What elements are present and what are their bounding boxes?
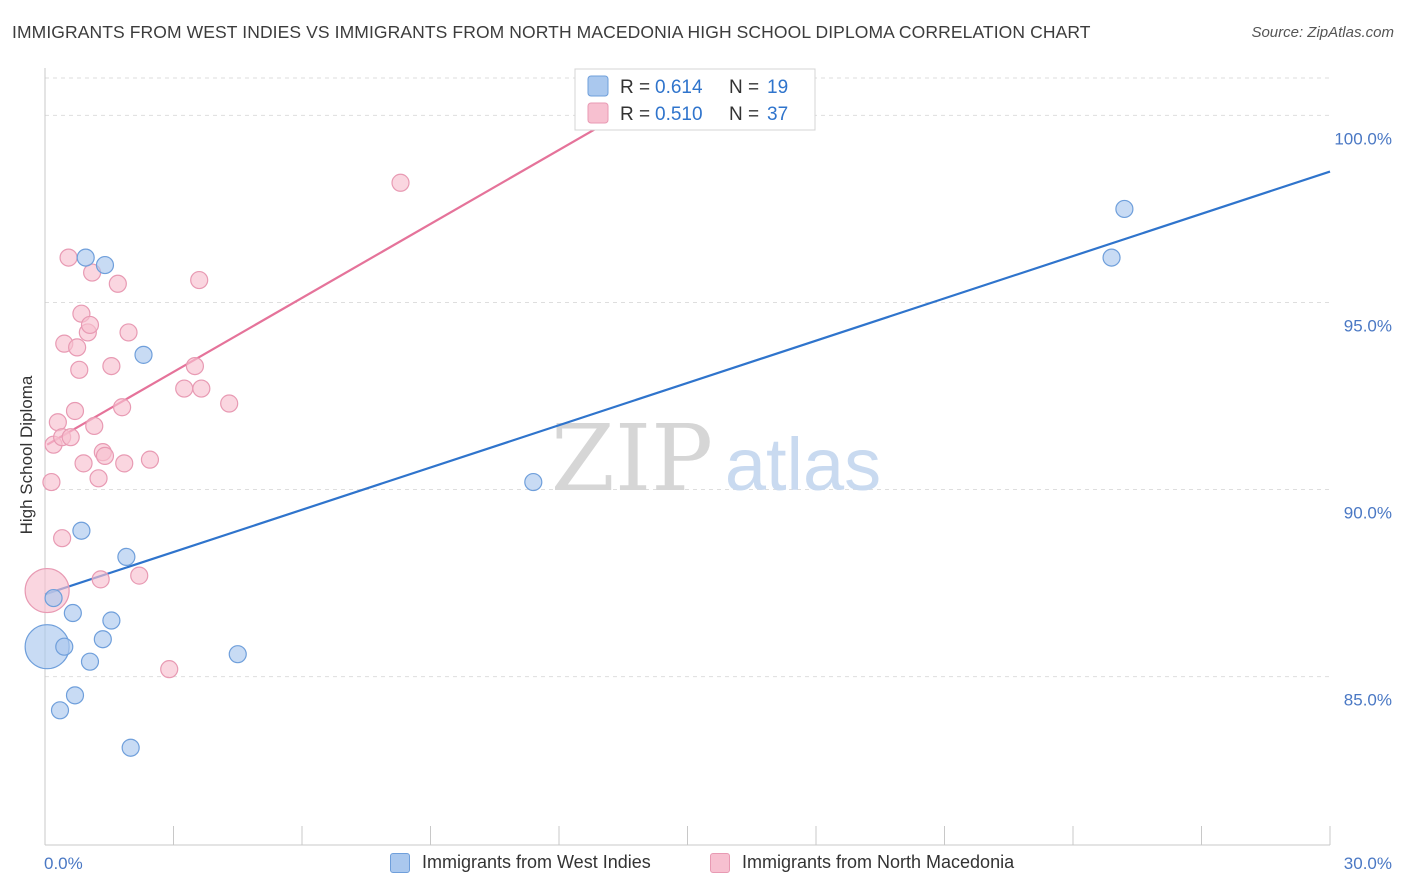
point-west-indies [117, 547, 136, 567]
point-west-indies [55, 637, 74, 656]
trend-line-west-indies [44, 170, 1331, 596]
series-name-north-macedonia: Immigrants from North Macedonia [742, 852, 1015, 872]
legend: R = 0.614 N = 19 R = 0.510 N = 37 [574, 68, 816, 131]
point-north-macedonia [74, 454, 93, 473]
watermark: ZIP atlas [551, 405, 881, 512]
series-legend-item-north-macedonia[interactable]: Immigrants from North Macedonia [710, 852, 1014, 873]
point-west-indies [1115, 199, 1134, 219]
x-tick-label-left: 0.0% [44, 854, 83, 873]
legend-box [574, 68, 816, 131]
point-north-macedonia [140, 450, 160, 469]
data-points [24, 106, 1134, 757]
point-west-indies [63, 603, 82, 623]
point-west-indies [524, 472, 543, 492]
point-north-macedonia [160, 660, 179, 679]
point-west-indies [134, 345, 153, 364]
x-tick-label-right: 30.0% [1344, 854, 1392, 873]
legend-n-label-1: N = [729, 77, 759, 98]
series-legend: Immigrants from West Indies Immigrants f… [0, 852, 1406, 878]
point-north-macedonia [220, 394, 239, 413]
point-west-indies [1102, 248, 1121, 267]
series-name-west-indies: Immigrants from West Indies [422, 852, 651, 872]
point-west-indies [93, 630, 112, 649]
tick-labels: 85.0% 90.0% 95.0% 100.0% 0.0% 30.0% [44, 129, 1392, 873]
legend-swatch-west-indies [587, 75, 609, 97]
point-west-indies [65, 686, 85, 705]
legend-n-value-1: 19 [767, 77, 788, 98]
point-north-macedonia [190, 270, 209, 290]
legend-n-label-2: N = [729, 104, 759, 125]
point-north-macedonia [102, 356, 121, 376]
point-north-macedonia [24, 567, 70, 614]
legend-swatch-blue [390, 852, 410, 873]
point-west-indies [76, 248, 95, 267]
point-north-macedonia [59, 248, 78, 267]
point-west-indies [72, 521, 91, 540]
point-north-macedonia [85, 416, 104, 436]
legend-swatch-pink [710, 852, 730, 873]
point-north-macedonia [68, 338, 87, 357]
source-credit: Source: ZipAtlas.com [1251, 24, 1394, 41]
y-tick-label: 95.0% [1344, 316, 1392, 335]
point-west-indies [95, 255, 115, 275]
point-north-macedonia [192, 379, 211, 398]
point-west-indies [44, 588, 63, 608]
point-north-macedonia [391, 173, 410, 192]
point-north-macedonia [91, 570, 110, 589]
legend-n-value-2: 37 [767, 104, 788, 125]
point-north-macedonia [80, 315, 100, 335]
point-north-macedonia [42, 472, 61, 492]
axes [44, 68, 1331, 846]
point-north-macedonia [112, 398, 132, 417]
watermark-atlas: atlas [725, 423, 881, 506]
point-north-macedonia [70, 360, 89, 379]
point-north-macedonia [95, 446, 115, 465]
y-tick-label: 85.0% [1344, 691, 1392, 710]
point-north-macedonia [53, 529, 72, 548]
point-north-macedonia [61, 428, 80, 447]
point-north-macedonia [115, 454, 134, 473]
y-tick-label: 90.0% [1344, 504, 1392, 523]
point-north-macedonia [119, 323, 138, 342]
y-tick-label: 100.0% [1334, 129, 1392, 148]
legend-swatch-north-macedonia [587, 102, 609, 124]
legend-r-label-2: R = [620, 104, 650, 125]
point-west-indies [80, 652, 100, 671]
point-west-indies [50, 701, 70, 720]
legend-r-label-1: R = [620, 77, 650, 98]
series-legend-item-west-indies[interactable]: Immigrants from West Indies [390, 852, 651, 873]
point-north-macedonia [108, 274, 127, 293]
legend-r-value-2: 0.510 [655, 104, 703, 125]
point-north-macedonia [65, 401, 85, 421]
point-north-macedonia [175, 379, 194, 398]
point-west-indies [121, 738, 140, 757]
point-north-macedonia [185, 356, 205, 376]
point-north-macedonia [130, 566, 149, 585]
point-north-macedonia [89, 469, 108, 488]
point-north-macedonia [48, 413, 67, 432]
trend-line-north-macedonia [46, 114, 620, 446]
trend-lines [44, 114, 1331, 596]
chart-title: IMMIGRANTS FROM WEST INDIES VS IMMIGRANT… [12, 22, 1091, 42]
point-west-indies [228, 645, 247, 664]
watermark-zip: ZIP [551, 405, 713, 512]
legend-r-value-1: 0.614 [655, 77, 703, 98]
point-west-indies [102, 611, 121, 630]
gridlines [45, 77, 1330, 678]
